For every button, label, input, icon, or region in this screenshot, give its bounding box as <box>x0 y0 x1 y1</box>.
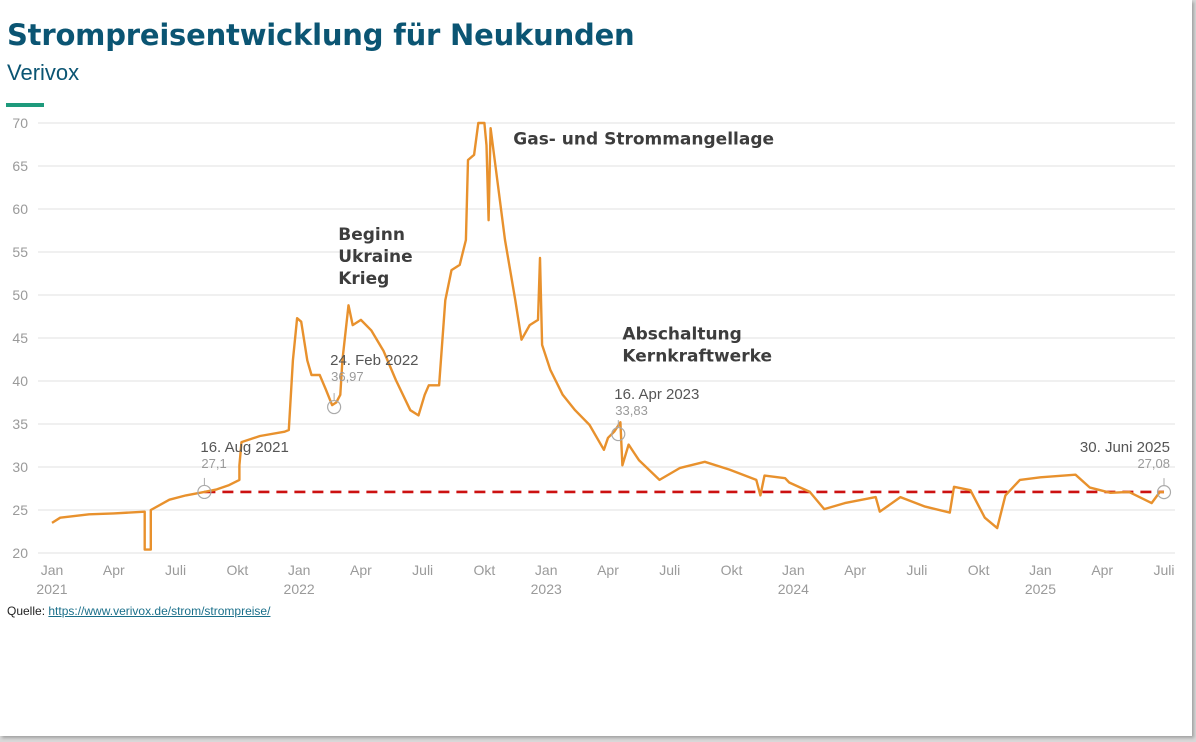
annotation-text: Abschaltung <box>622 325 741 345</box>
x-tick-label: Jan <box>288 562 311 578</box>
price-line <box>51 121 1165 551</box>
x-tick-label: Okt <box>474 562 496 578</box>
x-tick-label: Jan <box>535 562 558 578</box>
x-tick-label: Apr <box>1091 562 1113 578</box>
marker-circle <box>327 399 342 415</box>
annotation-text: Kernkraftwerke <box>622 347 772 367</box>
x-tick-label: Okt <box>226 562 248 578</box>
x-tick-year: 2021 <box>36 581 67 597</box>
marker-date: 24. Feb 2022 <box>330 352 418 369</box>
x-tick-label: Jan <box>782 562 805 578</box>
x-tick-label: Jan <box>41 562 64 578</box>
source-link[interactable]: https://www.verivox.de/strom/strompreise… <box>48 604 271 618</box>
marker-circle <box>611 426 626 442</box>
marker-date: 30. Juni 2025 <box>1080 439 1170 456</box>
annotation-text: Krieg <box>338 269 389 289</box>
marker-value: 27,08 <box>1137 456 1170 471</box>
y-tick-label: 40 <box>12 373 28 389</box>
marker-value: 27,1 <box>201 456 226 471</box>
x-tick-label: Juli <box>1153 562 1174 578</box>
y-axis: 20 25 30 35 40 45 50 55 60 65 70 <box>12 115 28 561</box>
x-tick-label: Jan <box>1029 562 1052 578</box>
x-tick-year: 2025 <box>1025 581 1056 597</box>
annotation-text: Beginn <box>338 225 405 245</box>
x-tick-year: 2024 <box>778 581 809 597</box>
annotation-text: Ukraine <box>338 247 412 267</box>
y-tick-label: 50 <box>12 287 28 303</box>
x-axis: Jan 2021 Apr Juli Okt Jan 2022 Apr Juli Okt Jan 202… <box>36 562 1174 597</box>
x-tick-label: Juli <box>659 562 680 578</box>
annotation-text: Gas- und Strommangellage <box>513 130 774 150</box>
x-tick-label: Okt <box>721 562 743 578</box>
y-tick-label: 30 <box>12 459 28 475</box>
x-tick-label: Okt <box>968 562 990 578</box>
x-tick-label: Juli <box>412 562 433 578</box>
y-tick-label: 60 <box>12 201 28 217</box>
y-tick-label: 45 <box>12 330 28 346</box>
x-tick-year: 2022 <box>284 581 315 597</box>
y-tick-label: 25 <box>12 502 28 518</box>
grid-lines <box>38 122 1175 554</box>
accent-bar <box>6 103 44 107</box>
marker-value: 36,97 <box>331 369 364 384</box>
x-tick-label: Juli <box>165 562 186 578</box>
y-tick-label: 65 <box>12 158 28 174</box>
x-tick-label: Apr <box>597 562 619 578</box>
annotations: Gas- und Strommangellage BeginnUkraineKri… <box>338 130 774 367</box>
x-tick-label: Apr <box>844 562 866 578</box>
y-tick-label: 55 <box>12 244 28 260</box>
x-tick-year: 2023 <box>531 581 562 597</box>
marker-value: 33,83 <box>615 403 648 418</box>
marker-circle <box>1156 485 1172 500</box>
x-tick-label: Apr <box>103 562 125 578</box>
chart-subtitle: Verivox <box>7 60 80 85</box>
source-label: Quelle: <box>7 604 46 618</box>
y-tick-label: 35 <box>12 416 28 432</box>
source-note: Quelle: https://www.verivox.de/strom/str… <box>7 604 270 618</box>
x-tick-label: Juli <box>906 562 927 578</box>
y-tick-label: 20 <box>12 545 28 561</box>
y-tick-label: 70 <box>12 115 28 131</box>
marker-date: 16. Apr 2023 <box>614 386 699 403</box>
marker-circle <box>197 484 212 500</box>
x-tick-label: Apr <box>350 562 372 578</box>
chart-title: Strompreisentwicklung für Neukunden <box>7 18 635 52</box>
marker-date: 16. Aug 2021 <box>200 439 288 456</box>
